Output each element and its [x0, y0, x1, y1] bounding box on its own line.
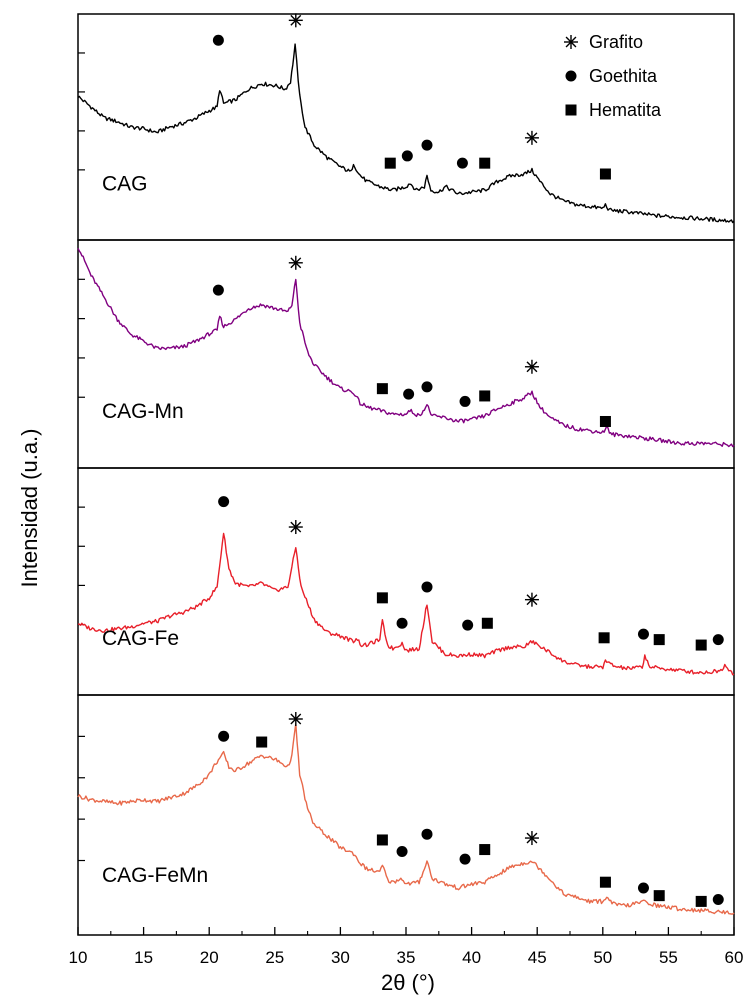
legend-square-marker: [565, 104, 577, 116]
legend-label: Hematita: [589, 100, 662, 120]
panel-frame: [77, 239, 735, 469]
square-marker: [599, 168, 611, 180]
asterisk-marker: [524, 359, 539, 374]
panel-cag-fe: CAG-Fe: [77, 467, 735, 696]
panel-frame: [77, 467, 735, 696]
square-marker: [653, 634, 665, 646]
circle-marker: [212, 34, 224, 46]
x-tick-label: 35: [397, 948, 416, 967]
square-marker: [479, 844, 491, 856]
y-axis-label: Intensidad (u.a.): [17, 429, 42, 588]
panel-cag-femn: CAG-FeMn: [77, 694, 735, 936]
x-tick-label: 55: [659, 948, 678, 967]
x-axis: 10 15 20 25 30 35 40 45 50 55 60: [69, 927, 744, 967]
circle-marker: [421, 828, 433, 840]
legend: Grafito Goethita Hematita: [564, 32, 662, 120]
square-marker: [376, 834, 388, 846]
circle-marker: [456, 157, 468, 169]
circle-marker: [421, 139, 433, 151]
asterisk-marker: [288, 712, 303, 726]
asterisk-marker: [524, 130, 539, 145]
square-marker: [479, 157, 491, 169]
square-marker: [376, 592, 388, 604]
circle-marker: [396, 617, 408, 629]
circle-marker: [401, 150, 413, 162]
panel-label: CAG-FeMn: [102, 864, 208, 887]
circle-marker: [462, 619, 474, 631]
legend-asterisk-marker: [564, 35, 578, 49]
square-marker: [598, 632, 610, 644]
panel-label: CAG: [102, 172, 148, 195]
x-tick-label: 20: [200, 948, 219, 967]
square-marker: [384, 157, 396, 169]
panel-frame: [77, 694, 735, 936]
asterisk-marker: [524, 592, 539, 607]
circle-marker: [712, 893, 724, 905]
circle-marker: [712, 634, 724, 646]
panel-label: CAG-Fe: [102, 627, 179, 650]
circle-marker: [218, 496, 230, 508]
square-marker: [599, 415, 611, 427]
x-tick-label: 25: [265, 948, 284, 967]
circle-marker: [421, 381, 433, 393]
circle-marker: [637, 882, 649, 894]
circle-marker: [421, 581, 433, 593]
asterisk-marker: [288, 520, 303, 535]
panel-label: CAG-Mn: [102, 400, 184, 423]
square-marker: [479, 390, 491, 402]
x-tick-label: 40: [462, 948, 481, 967]
square-marker: [695, 895, 707, 907]
series-line-cag-femn: [77, 723, 735, 915]
circle-marker: [396, 845, 408, 857]
square-marker: [695, 639, 707, 651]
asterisk-marker: [288, 13, 303, 28]
x-tick-label: 15: [134, 948, 153, 967]
square-marker: [599, 876, 611, 888]
asterisk-marker: [524, 831, 539, 846]
x-tick-label: 30: [331, 948, 350, 967]
square-marker: [481, 617, 493, 629]
square-marker: [653, 890, 665, 902]
circle-marker: [459, 395, 471, 407]
square-marker: [376, 383, 388, 395]
square-marker: [256, 736, 268, 748]
x-tick-label: 60: [725, 948, 744, 967]
asterisk-marker: [288, 255, 303, 270]
circle-marker: [218, 730, 230, 742]
circle-marker: [403, 388, 415, 400]
x-tick-label: 10: [69, 948, 88, 967]
circle-marker: [637, 628, 649, 640]
x-tick-label: 50: [593, 948, 612, 967]
chart-panels: CAG CAG-Mn CAG-Fe CAG-FeMn: [77, 13, 735, 936]
x-axis-label: 2θ (°): [381, 970, 435, 995]
panel-cag-mn: CAG-Mn: [77, 239, 735, 469]
legend-label: Goethita: [589, 66, 658, 86]
legend-label: Grafito: [589, 32, 643, 52]
series-line-cag: [77, 43, 735, 224]
series-line-cag-fe: [77, 532, 735, 676]
series-line-cag-mn: [77, 247, 735, 448]
legend-circle-marker: [565, 70, 577, 82]
circle-marker: [212, 284, 224, 296]
x-tick-label: 45: [528, 948, 547, 967]
circle-marker: [459, 853, 471, 865]
